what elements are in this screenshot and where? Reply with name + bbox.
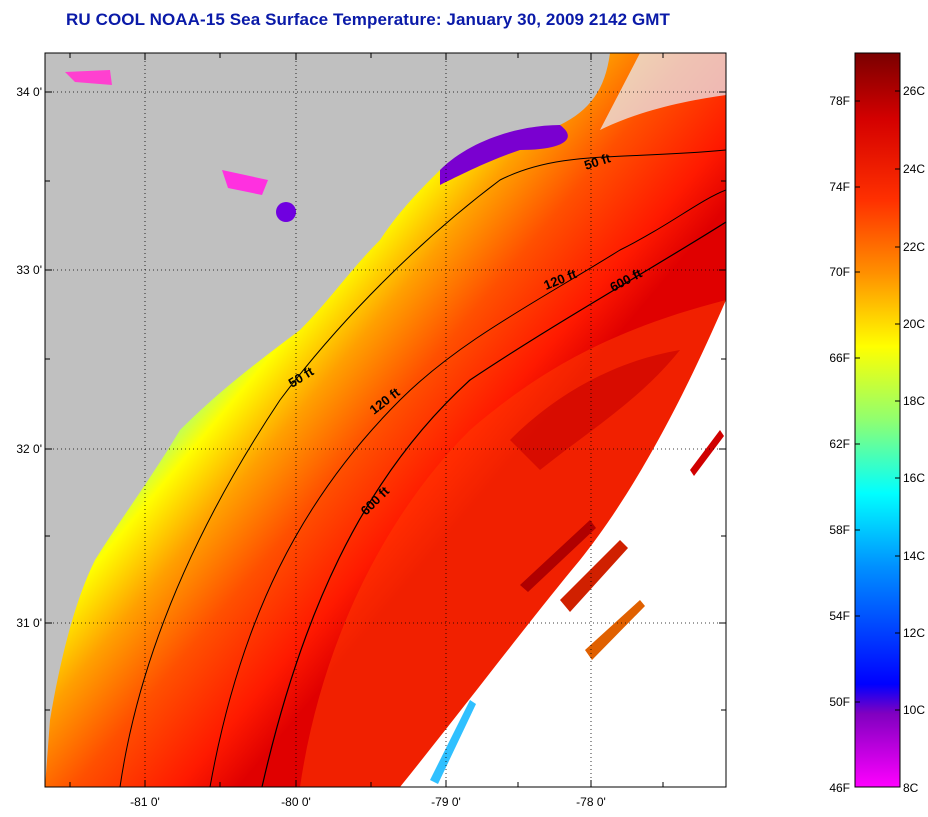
cb-f-58: 58F: [829, 523, 850, 537]
lat-label-31: 31 0': [16, 616, 42, 630]
map-gridlines: [45, 53, 726, 787]
cb-f-78: 78F: [829, 94, 850, 108]
cb-c-8: 8C: [903, 781, 919, 795]
map-title: RU COOL NOAA-15 Sea Surface Temperature:…: [0, 10, 928, 34]
cb-c-14: 14C: [903, 549, 925, 563]
longitude-labels: -81 0' -80 0' -79 0' -78 0': [130, 795, 606, 809]
map-frame: [44, 52, 727, 788]
cb-f-62: 62F: [829, 437, 850, 451]
cloud-mask-east: [400, 300, 726, 787]
colorbar-ticks: [855, 90, 900, 711]
colorbar-fahrenheit-labels: 78F 74F 70F 66F 62F 58F 54F 50F 46F: [829, 94, 850, 795]
gulf-stream: [300, 300, 726, 787]
colorbar-celsius-labels: 26C 24C 22C 20C 18C 16C 14C 12C 10C 8C: [903, 84, 925, 795]
cb-c-12: 12C: [903, 626, 925, 640]
contour-50ft: [119, 149, 726, 787]
cb-c-24: 24C: [903, 162, 925, 176]
lat-label-33: 33 0': [16, 263, 42, 277]
lon-label-80: -80 0': [281, 795, 311, 809]
lat-label-34: 34 0': [16, 85, 42, 99]
lon-label-79: -79 0': [431, 795, 461, 809]
cb-c-10: 10C: [903, 703, 925, 717]
lon-label-81: -81 0': [130, 795, 160, 809]
latitude-labels: 34 0' 33 0' 32 0' 31 0': [16, 85, 42, 630]
cb-c-26: 26C: [903, 84, 925, 98]
cb-c-18: 18C: [903, 394, 925, 408]
lat-label-32: 32 0': [16, 442, 42, 456]
cb-f-66: 66F: [829, 351, 850, 365]
colorbar: 78F 74F 70F 66F 62F 58F 54F 50F 46F 26C …: [829, 52, 925, 795]
cb-f-74: 74F: [829, 180, 850, 194]
colorbar-gradient: [854, 52, 901, 788]
cb-c-22: 22C: [903, 240, 925, 254]
cb-c-16: 16C: [903, 471, 925, 485]
contour-120ft: [209, 189, 726, 787]
map-ticks: [45, 53, 726, 787]
contour-600ft: [261, 221, 726, 787]
map-title-text: RU COOL NOAA-15 Sea Surface Temperature:…: [66, 10, 671, 29]
map-plot-area: [45, 53, 726, 787]
cb-f-54: 54F: [829, 609, 850, 623]
cb-f-46: 46F: [829, 781, 850, 795]
cb-f-70: 70F: [829, 265, 850, 279]
lon-label-78: -78 0': [576, 795, 606, 809]
cb-c-20: 20C: [903, 317, 925, 331]
cb-f-50: 50F: [829, 695, 850, 709]
land-coast: [45, 53, 610, 787]
